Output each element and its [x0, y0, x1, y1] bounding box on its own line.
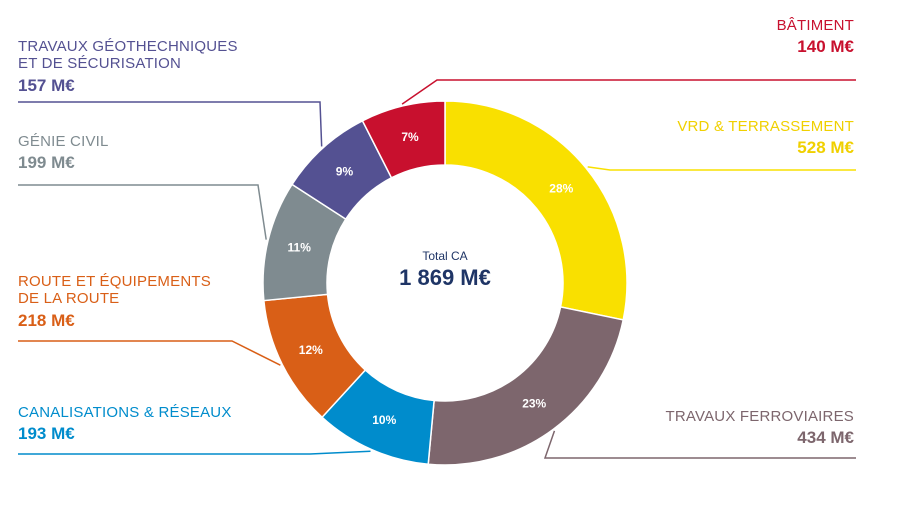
legend-geotechniques: TRAVAUX GÉOTHECHNIQUES ET DE SÉCURISATIO… [18, 38, 238, 95]
slice-percent-label: 12% [299, 343, 323, 357]
slice-percent-label: 10% [372, 413, 396, 427]
legend-amount: 193 M€ [18, 424, 75, 444]
leader-line [18, 184, 267, 240]
legend-amount: 140 M€ [797, 37, 854, 57]
legend-amount: 199 M€ [18, 153, 75, 173]
leader-line [18, 340, 281, 366]
legend-route: ROUTE ET ÉQUIPEMENTS DE LA ROUTE 218 M€ [18, 273, 211, 330]
legend-name: TRAVAUX FERROVIAIRES [665, 408, 854, 425]
legend-canalisations: CANALISATIONS & RÉSEAUX 193 M€ [18, 404, 232, 444]
slice-percent-label: 9% [336, 165, 354, 179]
slice-percent-label: 11% [288, 241, 312, 255]
slice-percent-label: 28% [549, 181, 573, 195]
leader-line [401, 79, 856, 105]
legend-amount: 218 M€ [18, 310, 75, 330]
donut-slice [361, 100, 446, 179]
legend-name: CANALISATIONS & RÉSEAUX [18, 404, 232, 421]
total-value: 1 869 M€ [399, 265, 491, 290]
legend-name: VRD & TERRASSEMENT [677, 118, 854, 135]
leader-line [543, 430, 856, 459]
legend-name-line-1: TRAVAUX GÉOTHECHNIQUES [18, 38, 238, 55]
legend-ferroviaires: TRAVAUX FERROVIAIRES 434 M€ [666, 408, 854, 448]
donut-slices [262, 100, 628, 466]
legend-batiment: BÂTIMENT 140 M€ [777, 17, 854, 57]
leader-line [18, 101, 323, 147]
legend-name: BÂTIMENT [776, 17, 854, 34]
legend-vrd: VRD & TERRASSEMENT 528 M€ [677, 118, 854, 158]
legend-name-line-2: ET DE SÉCURISATION [18, 55, 182, 73]
slice-percent-label: 23% [522, 397, 546, 411]
legend-name: GÉNIE CIVIL [18, 133, 109, 150]
percent-labels: 28% 23% 10% 12% 11% 9% 7% [288, 130, 574, 427]
legend-name-line-2: DE LA ROUTE [18, 290, 120, 308]
leader-line [18, 450, 371, 455]
leader-lines [18, 79, 856, 459]
legend-genie-civil: GÉNIE CIVIL 199 M€ [18, 133, 109, 173]
total-label: Total CA [422, 249, 468, 263]
donut-slice [444, 100, 628, 321]
donut-slice [427, 306, 625, 466]
legend-name-line-1: ROUTE ET ÉQUIPEMENTS [18, 273, 211, 290]
slice-percent-label: 7% [401, 130, 419, 144]
leader-line [587, 166, 856, 171]
legend-amount: 528 M€ [797, 138, 854, 158]
legend-amount: 157 M€ [18, 75, 75, 95]
legend-amount: 434 M€ [797, 428, 854, 448]
